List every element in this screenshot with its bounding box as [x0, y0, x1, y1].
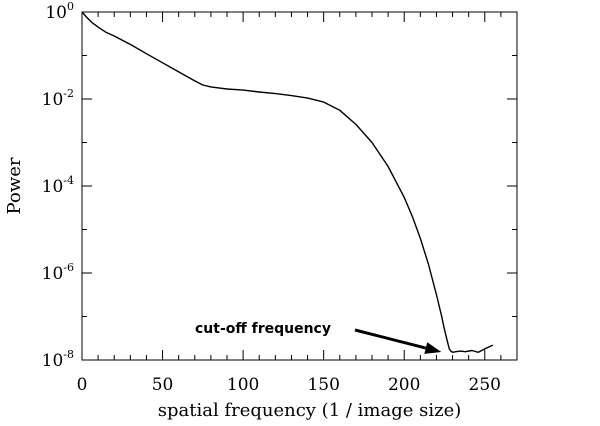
y-tick-label: 100 — [45, 0, 74, 23]
power-spectrum-line — [81, 11, 494, 353]
y-tick-label: 10-4 — [42, 174, 74, 197]
x-tick-label: 250 — [469, 375, 501, 395]
annotation-arrow-head — [424, 342, 442, 354]
x-tick-label: 200 — [388, 375, 420, 395]
x-axis-title: spatial frequency (1 / image size) — [158, 400, 462, 421]
x-tick-label: 0 — [77, 375, 88, 395]
plot-frame — [81, 11, 518, 361]
y-tick-label: 10-6 — [42, 261, 74, 284]
x-tick-label: 100 — [227, 375, 259, 395]
cutoff-frequency-annotation: cut-off frequency — [195, 321, 331, 337]
x-tick-label: 150 — [307, 375, 339, 395]
y-tick-label: 10-2 — [42, 87, 74, 110]
y-tick-label: 10-8 — [42, 348, 74, 371]
x-tick-label: 50 — [152, 375, 174, 395]
y-axis-title: Power — [4, 157, 25, 214]
annotation-arrow-shaft — [354, 328, 427, 350]
